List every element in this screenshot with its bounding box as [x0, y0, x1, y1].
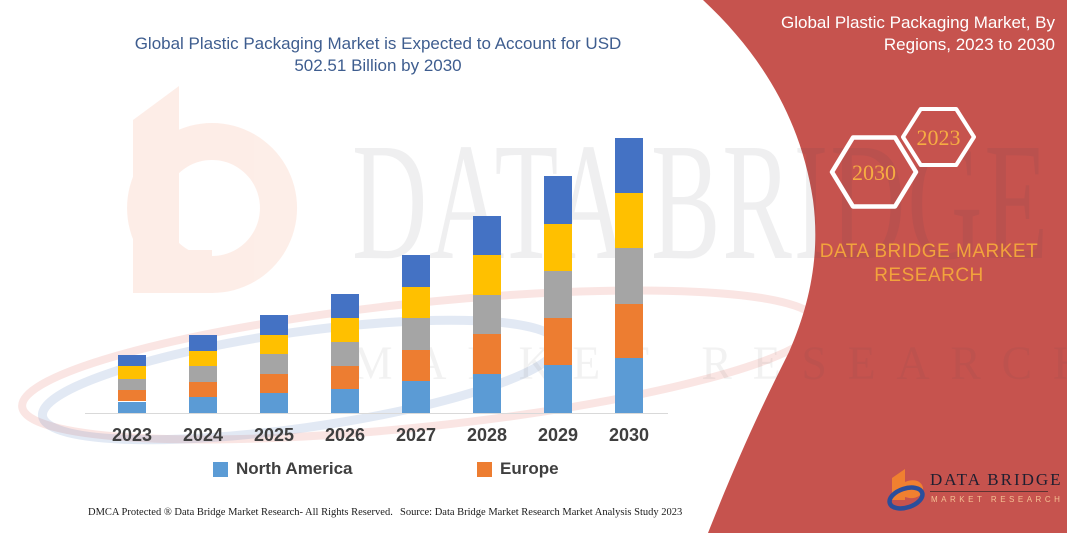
bar-segment-region-darkblue-2023	[118, 354, 146, 367]
bar-segment-region-darkblue-2024	[189, 334, 217, 351]
legend-label: North America	[236, 459, 353, 478]
legend-label: Europe	[500, 459, 559, 478]
company-logo-mark-icon	[887, 469, 925, 511]
hexagon-badges: 2030 2023	[829, 107, 976, 209]
x-axis-label-2023: 2023	[111, 425, 153, 445]
bar-segment-europe-2024	[189, 381, 217, 398]
bar-segment-region-gray-2025	[260, 354, 288, 374]
x-axis-label-2026: 2026	[324, 425, 366, 445]
bar-segment-europe-2026	[331, 365, 359, 390]
bar-segment-region-gray-2023	[118, 378, 146, 390]
hexagon-2023-label: 2023	[917, 125, 961, 150]
bar-segment-north-america-2027	[402, 381, 430, 413]
chart-title-line1: Global Plastic Packaging Market is Expec…	[134, 34, 622, 53]
bar-segment-north-america-2030	[615, 358, 643, 413]
logo-name: DATA BRIDGE	[930, 470, 1063, 489]
bar-segment-region-darkblue-2027	[402, 254, 430, 287]
bar-segment-europe-2030	[615, 303, 643, 359]
bar-segment-region-gray-2030	[615, 248, 643, 304]
bar-segment-north-america-2028	[473, 373, 501, 413]
x-axis-line	[85, 413, 668, 414]
bar-segment-region-yellow-2023	[118, 366, 146, 379]
bar-segment-region-yellow-2030	[615, 193, 643, 249]
legend-item-north-america: North America	[213, 459, 353, 479]
x-axis-label-2027: 2027	[395, 425, 437, 445]
bar-segment-europe-2029	[544, 318, 572, 366]
x-axis-label-2030: 2030	[608, 425, 650, 445]
banner-heading: Global Plastic Packaging Market, By Regi…	[735, 12, 1055, 56]
logo-rule	[930, 491, 1048, 492]
watermark-b-glyph	[127, 86, 298, 293]
bar-segment-region-gray-2024	[189, 365, 217, 382]
bar-segment-region-yellow-2025	[260, 334, 288, 355]
x-axis-label-2025: 2025	[253, 425, 295, 445]
bar-segment-north-america-2025	[260, 393, 288, 413]
chart-title-line2: 502.51 Billion by 2030	[294, 56, 462, 75]
bar-segment-region-darkblue-2029	[544, 176, 572, 224]
bar-segment-region-yellow-2024	[189, 350, 217, 366]
footer-source-text: Source: Data Bridge Market Research Mark…	[400, 507, 683, 518]
chart-title: Global Plastic Packaging Market is Expec…	[88, 33, 668, 77]
bar-segment-north-america-2023	[118, 401, 146, 413]
bar-segment-europe-2027	[402, 349, 430, 382]
banner-brand-text: DATA BRIDGE MARKET RESEARCH	[795, 240, 1063, 288]
bar-segment-region-gray-2028	[473, 294, 501, 335]
bar-segment-north-america-2029	[544, 365, 572, 413]
legend-swatch-icon	[213, 461, 228, 477]
banner-brand-line1: DATA BRIDGE MARKET	[819, 241, 1039, 262]
company-logo: DATA BRIDGE MARKET RESEARCH	[886, 460, 1062, 516]
logo-subtitle: MARKET RESEARCH	[931, 495, 1064, 504]
hexagon-2030-outline	[829, 135, 919, 209]
banner-heading-line2: Regions, 2023 to 2030	[883, 35, 1055, 54]
bar-segment-region-darkblue-2026	[331, 294, 359, 319]
x-axis-label-2024: 2024	[182, 425, 224, 445]
legend-item-europe: Europe	[477, 459, 559, 479]
bar-segment-europe-2025	[260, 373, 288, 394]
hexagon-2030-label: 2030	[852, 160, 896, 185]
bar-segment-region-darkblue-2025	[260, 315, 288, 335]
banner-heading-line1: Global Plastic Packaging Market, By	[780, 13, 1055, 32]
bar-segment-region-yellow-2028	[473, 255, 501, 295]
bar-segment-region-yellow-2027	[402, 286, 430, 319]
bar-segment-region-yellow-2029	[544, 223, 572, 271]
bar-segment-region-gray-2026	[331, 341, 359, 366]
footer-dmca-text: DMCA Protected ® Data Bridge Market Rese…	[88, 507, 393, 518]
x-axis-label-2028: 2028	[466, 425, 508, 445]
bar-segment-region-yellow-2026	[331, 318, 359, 342]
bar-segment-region-darkblue-2028	[473, 215, 501, 256]
hexagon-2023-outline	[901, 107, 976, 167]
legend-swatch-icon	[477, 461, 492, 477]
bar-segment-europe-2028	[473, 334, 501, 374]
bar-segment-europe-2023	[118, 390, 146, 402]
banner-brand-line2: RESEARCH	[874, 265, 984, 286]
bar-segment-region-gray-2027	[402, 318, 430, 350]
bar-segment-north-america-2024	[189, 397, 217, 413]
bar-segment-region-gray-2029	[544, 270, 572, 319]
bar-segment-north-america-2026	[331, 389, 359, 413]
x-axis-label-2029: 2029	[537, 425, 579, 445]
bar-segment-region-darkblue-2030	[615, 138, 643, 194]
